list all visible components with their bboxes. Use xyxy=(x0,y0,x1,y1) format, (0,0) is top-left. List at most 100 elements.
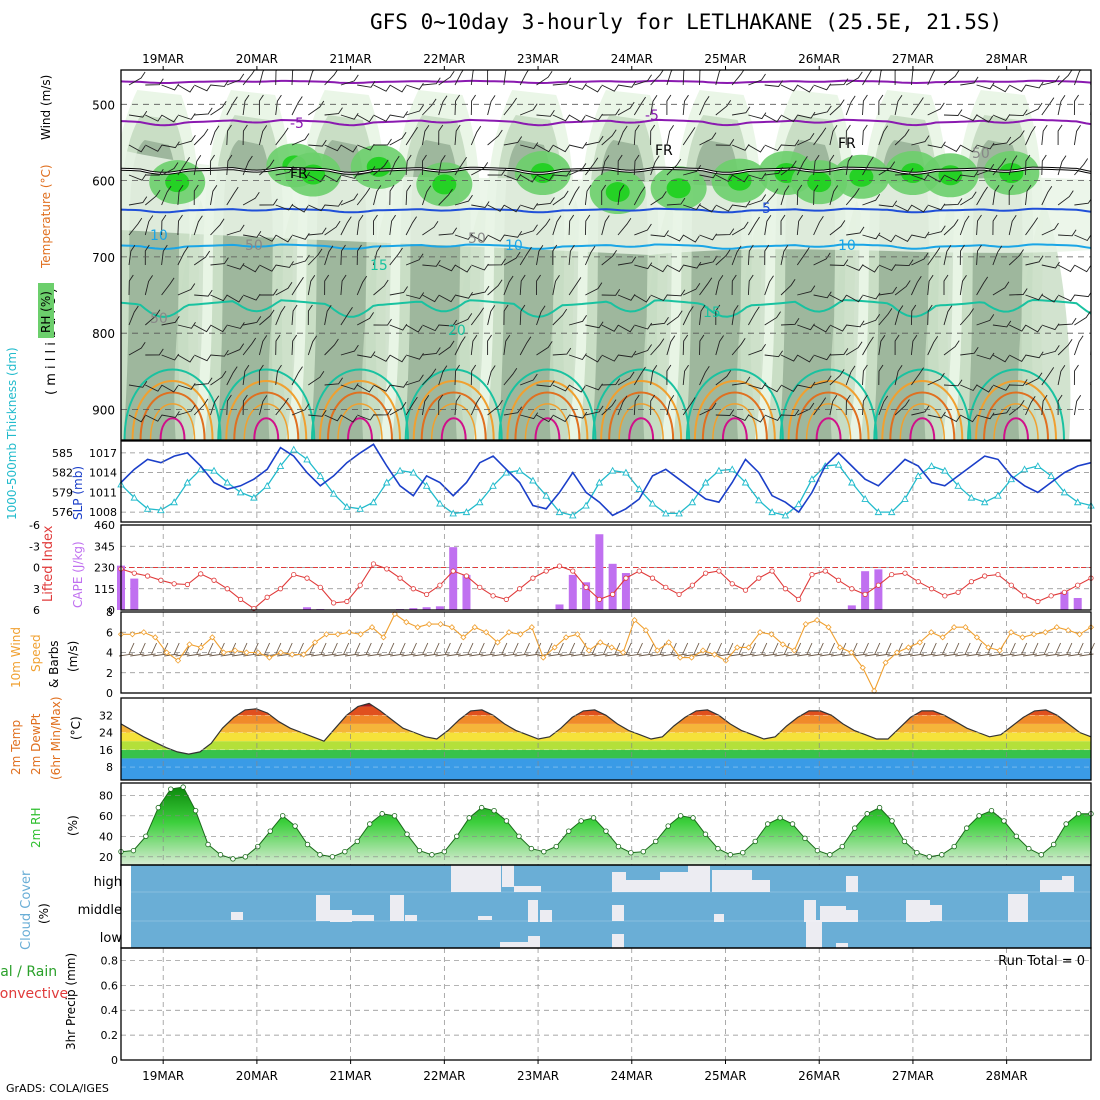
wind-barb xyxy=(666,94,672,115)
slp-ylabel: SLP (mb) xyxy=(71,466,85,520)
wind-barb xyxy=(894,95,903,116)
wind-barb xyxy=(976,352,995,360)
wind-barb xyxy=(585,135,604,146)
cloud-bg xyxy=(131,865,1091,948)
rh-point xyxy=(876,804,883,811)
wind-barb xyxy=(910,70,915,86)
lifted-index-point xyxy=(437,582,443,588)
rh-point xyxy=(814,847,821,854)
wind-barb xyxy=(161,244,168,266)
wind-barb xyxy=(584,184,592,206)
wind-barb xyxy=(764,311,781,326)
wind-barb xyxy=(145,168,164,176)
rh-point xyxy=(478,804,485,811)
wind-barb xyxy=(960,114,978,121)
wind-barb xyxy=(161,277,175,296)
wind-barb xyxy=(275,397,289,416)
contour-label: 10 xyxy=(838,238,856,254)
wind-barb xyxy=(829,99,845,116)
wind-barb xyxy=(634,344,652,356)
wind-barb xyxy=(601,215,610,236)
wind-barb xyxy=(357,166,376,176)
wind-barb xyxy=(258,364,264,385)
lifted-index-point xyxy=(782,586,788,592)
temperature-arch xyxy=(975,380,1058,440)
thickness-point xyxy=(303,455,311,463)
wind-speed-point xyxy=(665,639,672,646)
wind-barb xyxy=(894,129,910,146)
thickness-point xyxy=(250,493,258,501)
wind-barb xyxy=(519,70,529,86)
upper-ylabel-rh: RH (%) xyxy=(39,291,53,333)
thickness-point xyxy=(356,504,364,512)
wind-barb xyxy=(242,394,248,416)
wind-ylabel: (m/s) xyxy=(66,641,80,672)
wind-barb xyxy=(650,155,660,176)
wind-barb xyxy=(943,174,962,182)
wind-barb xyxy=(552,347,572,356)
wind-barb xyxy=(405,216,417,236)
wind-barb xyxy=(585,354,602,363)
thickness-point xyxy=(688,498,697,506)
wind-barb xyxy=(927,274,934,296)
thickness-point xyxy=(157,506,165,514)
wind-barb xyxy=(845,154,853,176)
wind-barb xyxy=(291,334,298,356)
wind-barb xyxy=(898,642,915,657)
wind-barb xyxy=(128,341,146,356)
cape-bar xyxy=(409,608,418,610)
wind-barb xyxy=(1073,70,1082,86)
wind-barb xyxy=(813,353,832,361)
wind-barb xyxy=(943,245,952,266)
thickness-point xyxy=(715,466,723,474)
temp-tick: 32 xyxy=(99,709,113,722)
lifted-index-point xyxy=(198,571,204,577)
wind-barb xyxy=(1008,354,1027,362)
wind-barb xyxy=(552,190,569,206)
footer-credit: GrADS: COLA/IGES xyxy=(6,1082,109,1095)
wind-barb xyxy=(389,111,408,118)
wind-barb xyxy=(960,346,979,356)
wind-barb xyxy=(194,84,212,92)
wind-barb xyxy=(601,324,619,332)
wind-barb xyxy=(145,78,164,86)
wind-barb xyxy=(895,259,914,267)
wind-speed-point xyxy=(574,631,581,638)
wind-speed-point xyxy=(1008,629,1015,636)
date-label-bottom: 28MAR xyxy=(986,1069,1028,1083)
wind-barb xyxy=(829,324,847,332)
wind-barb xyxy=(1057,264,1075,273)
wind-barb xyxy=(503,97,517,116)
wind-barb xyxy=(424,642,440,657)
wind-speed-point xyxy=(836,644,844,651)
wind-barb xyxy=(683,203,701,211)
wind-barb xyxy=(748,194,767,206)
wind-barb xyxy=(780,409,800,417)
wind-barb xyxy=(829,348,849,356)
rh-point xyxy=(553,843,559,850)
temp-tick: 24 xyxy=(99,727,113,740)
wind-barb xyxy=(242,124,248,146)
rh-point xyxy=(242,854,249,860)
wind-speed-point xyxy=(140,629,147,636)
wind-barb xyxy=(731,274,737,296)
lifted-index-point xyxy=(424,591,430,598)
lifted-index-point xyxy=(928,586,935,592)
wind-barb xyxy=(943,144,961,152)
rh-point xyxy=(205,841,211,848)
wind-barb xyxy=(633,124,640,146)
wind-barb xyxy=(536,414,554,423)
wind-barb xyxy=(1008,215,1017,236)
wind-barb xyxy=(845,95,856,116)
wind-barb xyxy=(650,230,669,237)
pressure-tick: 600 xyxy=(92,175,115,189)
wind-barb xyxy=(471,234,488,243)
lifted-index-point xyxy=(357,582,363,588)
wind-barb xyxy=(291,233,310,240)
wind-barb xyxy=(177,383,196,390)
wind-barb xyxy=(373,408,392,416)
wind-barb xyxy=(797,84,814,93)
wind-barb xyxy=(617,80,637,88)
rh-point xyxy=(901,838,908,845)
wind-ylabel: Speed xyxy=(29,634,43,672)
